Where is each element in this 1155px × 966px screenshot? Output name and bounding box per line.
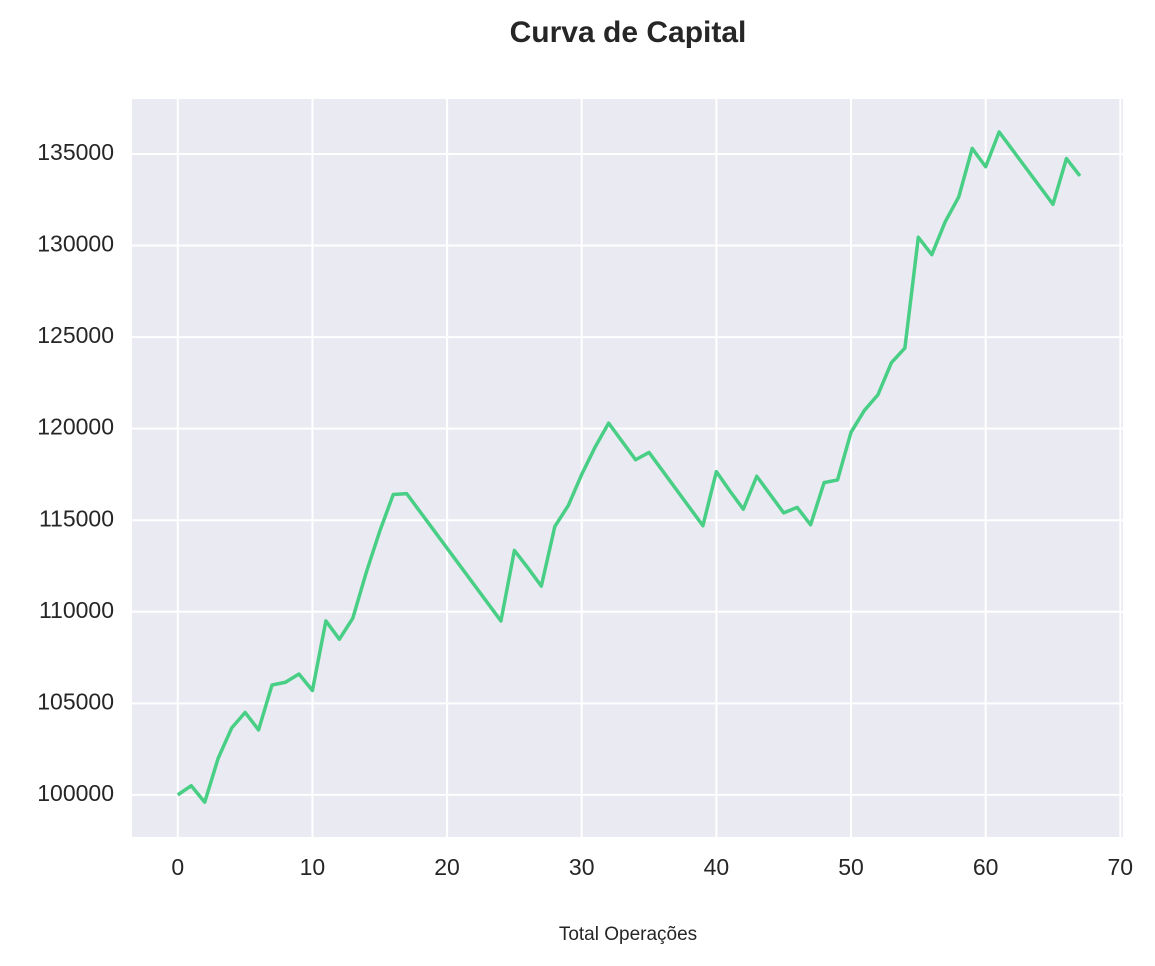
data-line [176, 130, 1082, 804]
x-tick-label: 70 [1108, 854, 1134, 880]
y-tick-label: 105000 [37, 688, 114, 714]
y-tick-label: 125000 [37, 322, 114, 348]
x-tick-label: 50 [838, 854, 864, 880]
x-axis-label: Total Operações [559, 924, 697, 945]
y-tick-label: 130000 [37, 231, 114, 257]
chart-title: Curva de Capital [510, 16, 747, 49]
x-tick-label: 60 [973, 854, 999, 880]
x-tick-label: 10 [300, 854, 326, 880]
x-tick-label: 30 [569, 854, 595, 880]
y-tick-label: 120000 [37, 414, 114, 440]
x-tick-label: 40 [704, 854, 730, 880]
y-tick-label: 100000 [37, 780, 114, 806]
plot-background [132, 99, 1123, 837]
y-tick-label: 135000 [37, 139, 114, 165]
x-tick-label: 0 [171, 854, 184, 880]
x-tick-label: 20 [434, 854, 460, 880]
y-tick-label: 110000 [39, 597, 114, 623]
y-tick-label: 115000 [39, 505, 114, 531]
